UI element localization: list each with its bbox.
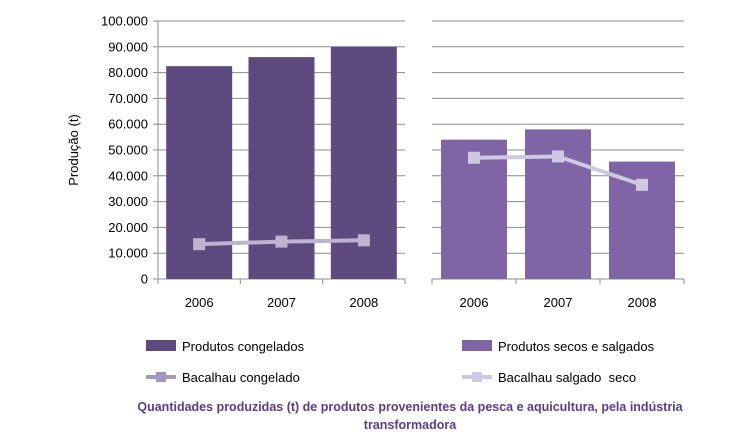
y-tick-label: 80.000 — [108, 65, 148, 80]
y-tick-label: 100.000 — [101, 14, 148, 29]
x-tick-label: 2007 — [267, 295, 296, 310]
y-tick-label: 70.000 — [108, 91, 148, 106]
legend-label: Bacalhau salgado seco — [498, 370, 636, 385]
y-tick-label: 0 — [141, 272, 148, 287]
y-tick-label: 10.000 — [108, 246, 148, 261]
line-point — [468, 151, 480, 164]
legend-swatch — [462, 340, 492, 351]
y-tick-label: 90.000 — [108, 39, 148, 54]
line-point — [636, 178, 648, 191]
x-tick-label: 2007 — [544, 295, 573, 310]
legend-marker — [156, 372, 166, 382]
legend: Produtos congelados Produtos secos e salg… — [146, 339, 655, 385]
gridlines — [158, 20, 684, 280]
x-tick-label: 2006 — [460, 295, 489, 310]
line-point — [357, 234, 370, 247]
y-tick-label: 60.000 — [108, 117, 148, 132]
chart-caption-line-2: transformadora — [363, 418, 457, 432]
chart-caption-line-1: Quantidades produzidas (t) de produtos p… — [137, 400, 683, 414]
series-lines — [193, 150, 648, 251]
line-point — [552, 150, 564, 163]
x-tick-label: 2006 — [185, 295, 214, 310]
legend-swatch — [146, 340, 176, 351]
x-tick-label: 2008 — [349, 295, 378, 310]
legend-marker — [472, 372, 482, 382]
y-tick-label: 20.000 — [108, 220, 148, 235]
x-tick-label: 2008 — [628, 295, 657, 310]
legend-label: Bacalhau congelado — [182, 370, 300, 385]
y-tick-label: 40.000 — [108, 168, 148, 183]
line-point — [193, 238, 206, 251]
y-tick-label: 50.000 — [108, 143, 148, 158]
y-axis-label: Produção (t) — [66, 114, 81, 186]
tick-labels: 0 10.000 20.000 30.000 40.000 50.000 60.000 70.… — [101, 14, 656, 311]
line-point — [275, 235, 288, 248]
legend-label: Produtos congelados — [182, 339, 305, 354]
y-tick-label: 30.000 — [108, 194, 148, 209]
legend-label: Produtos secos e salgados — [498, 339, 655, 354]
